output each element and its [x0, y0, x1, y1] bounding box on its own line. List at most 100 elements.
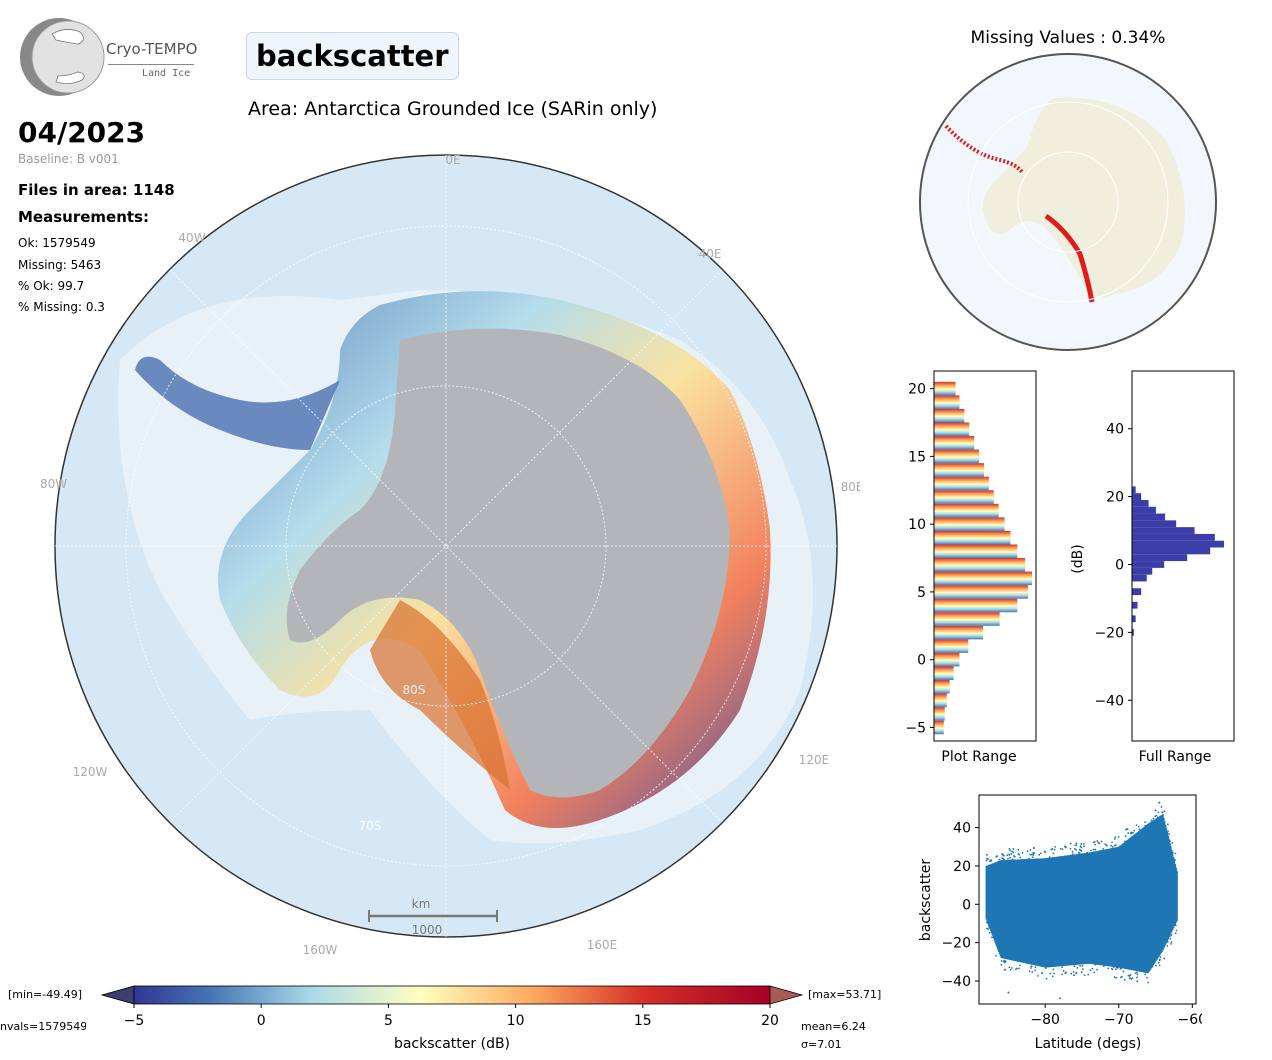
histogram-bar	[934, 707, 945, 721]
scatter-point	[1071, 850, 1074, 853]
scatter-point	[1161, 811, 1164, 814]
scatter-point	[1082, 968, 1084, 971]
scatter-point	[1017, 848, 1020, 851]
logo-subtitle: Land Ice	[142, 68, 191, 79]
scatter-point	[1079, 964, 1082, 967]
scatter-point	[1170, 943, 1173, 945]
colorbar-tick-label: 10	[507, 1013, 525, 1029]
baseline-label: Baseline: B v001	[18, 152, 119, 166]
scatter-point	[1074, 844, 1077, 847]
scatter-point	[1112, 966, 1115, 968]
histogram-bar	[934, 612, 1000, 626]
scatter-point	[1053, 972, 1056, 975]
scatter-point	[1115, 976, 1118, 979]
lon-label: 40W	[178, 231, 205, 245]
scatter-point	[1100, 840, 1103, 843]
scatter-point	[1114, 836, 1117, 839]
scatter-point	[1073, 847, 1076, 850]
scatter-point	[1019, 964, 1021, 967]
scatter-point	[1034, 966, 1037, 968]
scatter-point	[1158, 964, 1161, 967]
colorbar-min-label: [min=-49.49]	[8, 988, 83, 1001]
scatter-point	[1144, 824, 1147, 827]
scatter-point	[1127, 832, 1130, 834]
scatter-point	[1007, 991, 1010, 994]
scatter-point	[1070, 972, 1073, 975]
scatter-point	[985, 859, 988, 862]
scatter-point	[1086, 851, 1089, 854]
y-tick-label: 20	[1106, 490, 1124, 506]
scatter-point	[1144, 821, 1147, 824]
histogram-bar	[1132, 493, 1142, 500]
colorbar-max-label: [max=53.71]	[808, 988, 882, 1001]
x-axis-label: Full Range	[1139, 749, 1212, 765]
lon-label: 120W	[73, 765, 108, 779]
scatter-point	[1080, 971, 1083, 974]
latitude-scatter-plot: −40 −20 0 20 40 −80 −70 −60 backscatter Latitud…	[918, 794, 1202, 1052]
period-label: 04/2023	[18, 116, 146, 149]
scatter-point	[1169, 937, 1172, 940]
scatter-point	[1081, 965, 1084, 967]
scatter-point	[1031, 971, 1034, 973]
area-title: Area: Antarctica Grounded Ice (SARin onl…	[248, 98, 658, 120]
scatter-point	[1052, 852, 1055, 855]
scatter-point	[1083, 845, 1085, 848]
scatter-point	[1076, 967, 1079, 969]
scatter-point	[1155, 814, 1158, 817]
colorbar-tick-label: 20	[761, 1013, 779, 1029]
scatter-point	[1009, 968, 1012, 971]
y-axis-label: (dB)	[1070, 544, 1086, 573]
x-axis-label: Latitude (degs)	[1035, 1036, 1142, 1052]
scatter-point	[1113, 838, 1116, 840]
scatter-point	[1058, 997, 1061, 1000]
y-tick-label: 0	[917, 653, 926, 669]
histogram-bars	[934, 381, 1032, 735]
scatter-point	[1160, 806, 1163, 808]
scatter-point	[1094, 848, 1097, 851]
scatter-point	[1147, 981, 1149, 984]
scatter-point	[1028, 857, 1030, 860]
y-axis-ticks: −40 −20 0 20 40	[1094, 422, 1132, 709]
y-axis-ticks: −5 0 5 10 15 20	[905, 382, 934, 736]
scatter-point	[1030, 853, 1033, 856]
scatter-point	[1114, 844, 1117, 846]
histogram-bar	[1132, 588, 1142, 596]
histogram-bar	[934, 395, 960, 409]
logo-divider	[108, 64, 194, 65]
scatter-point	[1031, 856, 1034, 859]
lon-label: 80E	[841, 480, 860, 494]
scatter-point	[1073, 974, 1076, 977]
y-tick-label: 0	[962, 897, 971, 913]
scatter-point	[990, 936, 993, 939]
scatter-point	[1096, 840, 1099, 842]
scatter-point	[1129, 974, 1132, 976]
y-tick-label: 40	[1106, 422, 1124, 438]
missing-values-map	[919, 53, 1217, 351]
scatter-point	[1037, 974, 1039, 977]
histogram-bar	[1132, 574, 1147, 582]
full-range-histogram: −40 −20 0 20 40 (dB) Full Range	[1070, 370, 1235, 765]
percent-missing: % Missing: 0.3	[18, 300, 105, 314]
scatter-point	[1135, 824, 1138, 827]
scatter-point	[986, 927, 988, 930]
histogram-bar	[1132, 615, 1136, 623]
logo-title: Cryo-TEMPO	[106, 40, 198, 58]
scatter-point	[1167, 823, 1169, 826]
scatter-point	[986, 921, 988, 924]
scatter-point	[1124, 835, 1127, 838]
histogram-bar	[934, 652, 960, 667]
scatter-point	[1159, 956, 1162, 958]
scatter-point	[1137, 825, 1140, 828]
scatter-point	[1170, 941, 1173, 944]
scatter-point	[1132, 831, 1134, 834]
colorbar-nvals-label: nvals=1579549	[0, 1020, 86, 1033]
histogram-bar	[934, 680, 950, 694]
lon-label: 40E	[699, 247, 722, 261]
scatter-point	[1111, 841, 1113, 844]
scatter-point	[995, 954, 997, 957]
scatter-point	[1163, 810, 1166, 813]
scatter-point	[1117, 836, 1120, 838]
y-tick-label: 40	[953, 821, 971, 837]
scatter-point	[1096, 968, 1099, 971]
scatter-point	[1072, 970, 1075, 973]
